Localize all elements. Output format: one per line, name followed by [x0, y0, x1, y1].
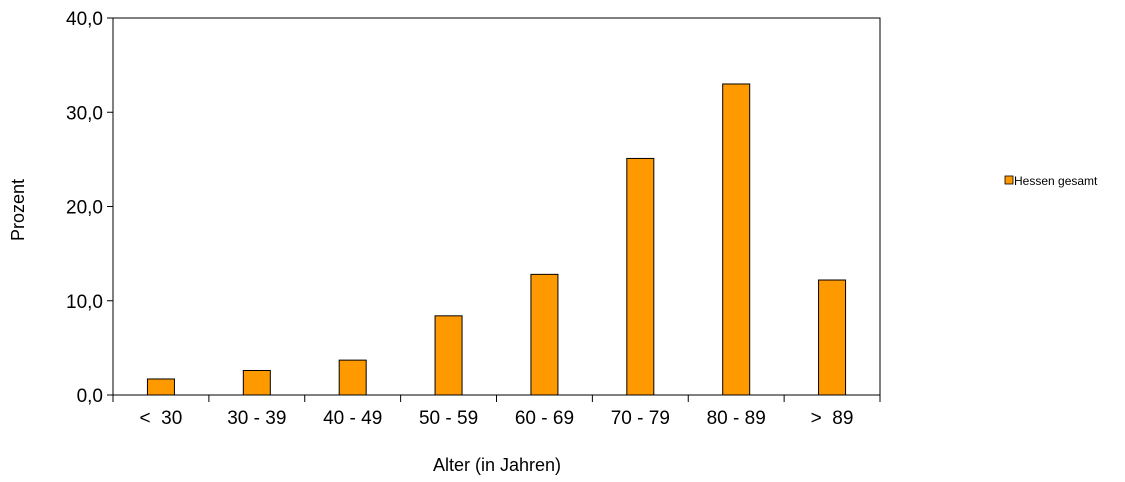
x-tick-label: > 89 [811, 408, 854, 429]
bar-6 [626, 157, 655, 396]
x-tick-label: 60 - 69 [515, 408, 574, 429]
y-tick-label: 0,0 [77, 386, 103, 407]
x-tick-label: 50 - 59 [419, 408, 478, 429]
bar-2 [242, 369, 271, 396]
y-tick-label: 40,0 [66, 9, 103, 30]
bar-5 [530, 273, 559, 396]
legend: Hessen gesamt [1004, 174, 1098, 188]
legend-swatch [1004, 175, 1014, 185]
bars-layer [146, 83, 847, 396]
plot-area-frame [112, 17, 881, 396]
x-tick-label: < 30 [140, 408, 183, 429]
y-tick-label: 30,0 [66, 103, 103, 124]
y-tick-label: 20,0 [66, 198, 103, 219]
bar-3 [338, 359, 367, 396]
x-tick-label: 80 - 89 [707, 408, 766, 429]
x-tick-label: 70 - 79 [611, 408, 670, 429]
y-tick-label: 10,0 [66, 292, 103, 313]
bar-1 [146, 378, 175, 396]
bar-7 [722, 83, 751, 396]
x-tick-label: 40 - 49 [323, 408, 382, 429]
x-axis-title: Alter (in Jahren) [433, 455, 561, 475]
x-tick-label: 30 - 39 [227, 408, 286, 429]
bar-8 [818, 279, 847, 396]
labels-layer: 0,0 10,0 20,0 30,0 40,0 < 30 30 - 39 40 - 49 50 … [66, 9, 853, 429]
axes-layer [107, 17, 881, 402]
y-axis-title: Prozent [8, 179, 28, 241]
bar-4 [434, 315, 463, 396]
legend-label: Hessen gesamt [1014, 174, 1098, 188]
